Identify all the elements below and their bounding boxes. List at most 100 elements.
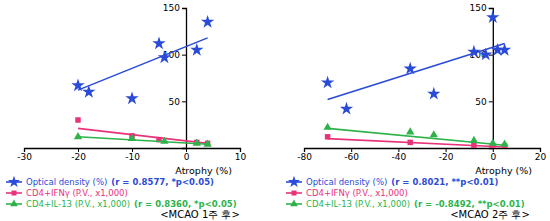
legend-stat: (r = 0.8577, *p<0.05) bbox=[111, 177, 214, 187]
legend-swatch-marker bbox=[292, 191, 297, 196]
legend-label: CD4+IL-13 (P.V., x1,000) bbox=[306, 199, 410, 209]
x-axis: -80 -60 -40 -20 0 20 bbox=[297, 148, 546, 162]
legend-label: Optical density (%) bbox=[306, 177, 387, 187]
legend-text: CD4+IL-13 (P.V., x1,000) (r = -0.8492, **… bbox=[306, 199, 525, 209]
x-axis-line bbox=[305, 149, 541, 153]
legend-item: CD4+IL-13 (P.V., x1,000) (r = 0.8360, *p<… bbox=[6, 199, 237, 209]
plot-area bbox=[321, 10, 511, 148]
x-axis: -30-20-10010 bbox=[17, 148, 246, 162]
x-tick: 10 bbox=[235, 148, 247, 162]
trend-line bbox=[78, 38, 208, 90]
x-tick-label: 20 bbox=[535, 152, 547, 162]
x-tick-label: -40 bbox=[392, 152, 407, 162]
legend: Optical density (%) (r = 0.8021, **p<0.01… bbox=[286, 176, 525, 209]
legend: Optical density (%)(r = 0.8577, *p<0.05)… bbox=[6, 176, 237, 209]
legend-swatch-marker bbox=[8, 176, 20, 187]
trend-line bbox=[328, 128, 505, 145]
point bbox=[500, 139, 508, 146]
point bbox=[160, 137, 168, 144]
point bbox=[489, 139, 497, 146]
x-tick-label: -20 bbox=[71, 152, 86, 162]
point bbox=[82, 85, 95, 98]
x-tick: -40 bbox=[392, 148, 407, 162]
x-axis-title: Atrophy (%) bbox=[475, 165, 532, 176]
point bbox=[158, 50, 171, 63]
x-tick-label: -10 bbox=[125, 152, 140, 162]
x-tick-label: -20 bbox=[439, 152, 454, 162]
x-tick-label: -60 bbox=[344, 152, 359, 162]
point bbox=[75, 117, 80, 122]
legend-stat: (r = 0.8021, **p<0.01) bbox=[391, 177, 498, 187]
y-tick-mark bbox=[182, 8, 186, 9]
legend-text: Optical density (%) (r = 0.8021, **p<0.01… bbox=[306, 177, 498, 187]
x-tick: 0 bbox=[184, 148, 190, 162]
x-tick: -20 bbox=[71, 148, 86, 162]
point bbox=[470, 136, 478, 143]
y-axis-line bbox=[182, 9, 187, 149]
point bbox=[321, 76, 334, 89]
point bbox=[430, 130, 438, 137]
point bbox=[152, 36, 165, 49]
legend-stat: (r = -0.8492, **p<0.01) bbox=[414, 199, 525, 209]
y-tick-label: 150 bbox=[470, 3, 487, 13]
y-tick-mark bbox=[182, 101, 186, 102]
legend-text: Optical density (%)(r = 0.8577, *p<0.05) bbox=[26, 177, 214, 187]
legend-label: CD4+IFNγ (P.V., x1,000) bbox=[306, 188, 408, 198]
y-tick-label: 50 bbox=[169, 97, 181, 107]
point bbox=[486, 10, 499, 23]
point bbox=[71, 78, 84, 91]
panel: -80-60-40-2002050100150Atrophy (%)Optica… bbox=[286, 3, 546, 220]
legend-stat: (r = 0.8360, *p<0.05) bbox=[134, 199, 237, 209]
legend-text: CD4+IL-13 (P.V., x1,000) (r = 0.8360, *p<… bbox=[26, 199, 237, 209]
point bbox=[406, 127, 414, 134]
legend-item: CD4+IL-13 (P.V., x1,000) (r = -0.8492, **… bbox=[286, 199, 525, 209]
y-tick: 150 bbox=[163, 3, 186, 13]
point bbox=[467, 45, 480, 58]
trend-line bbox=[78, 128, 208, 143]
figure: -30-20-1001050100150Atrophy (%)Optical d… bbox=[0, 0, 550, 221]
point bbox=[323, 123, 331, 130]
point bbox=[190, 43, 203, 56]
y-tick-mark bbox=[489, 8, 493, 9]
point bbox=[125, 92, 138, 105]
y-tick-mark bbox=[489, 55, 493, 56]
x-tick: 20 bbox=[535, 148, 547, 162]
point bbox=[203, 139, 211, 146]
legend-swatch-marker bbox=[290, 200, 298, 207]
legend-item: Optical density (%)(r = 0.8577, *p<0.05) bbox=[6, 176, 214, 187]
y-tick-label: 50 bbox=[475, 97, 487, 107]
legend-swatch-marker bbox=[288, 176, 300, 187]
legend-label: CD4+IL-13 (P.V., x1,000) bbox=[26, 199, 130, 209]
y-axis: 50100150 bbox=[470, 3, 494, 148]
point bbox=[404, 62, 417, 75]
x-tick: -10 bbox=[125, 148, 140, 162]
plot-area bbox=[71, 15, 214, 147]
x-tick: 0 bbox=[490, 148, 496, 162]
point bbox=[128, 134, 136, 141]
point bbox=[193, 139, 201, 146]
x-tick-label: 0 bbox=[490, 152, 496, 162]
y-axis: 50100150 bbox=[163, 3, 187, 148]
point bbox=[407, 140, 412, 145]
caption: <MCAO 2주 후> bbox=[450, 209, 530, 220]
legend-swatch-marker bbox=[10, 200, 18, 207]
legend-label: CD4+IFNγ (P.V., x1,000) bbox=[26, 188, 128, 198]
legend-item: CD4+IFNγ (P.V., x1,000) bbox=[6, 188, 128, 198]
trend-line bbox=[328, 43, 505, 99]
y-tick: 50 bbox=[475, 97, 492, 107]
x-axis-title: Atrophy (%) bbox=[175, 165, 232, 176]
x-tick-label: 10 bbox=[235, 152, 247, 162]
x-tick: -20 bbox=[439, 148, 454, 162]
point bbox=[325, 134, 330, 139]
caption: <MCAO 1주 후> bbox=[160, 209, 240, 220]
y-tick: 150 bbox=[470, 3, 493, 13]
y-axis-line bbox=[489, 9, 494, 149]
point bbox=[427, 87, 440, 100]
point bbox=[340, 102, 353, 115]
y-tick: 50 bbox=[169, 97, 186, 107]
legend-text: CD4+IFNγ (P.V., x1,000) bbox=[306, 188, 408, 198]
legend-item: Optical density (%) (r = 0.8021, **p<0.01… bbox=[286, 176, 498, 187]
x-tick-label: 0 bbox=[184, 152, 190, 162]
x-tick-label: -80 bbox=[297, 152, 312, 162]
point bbox=[201, 15, 214, 28]
